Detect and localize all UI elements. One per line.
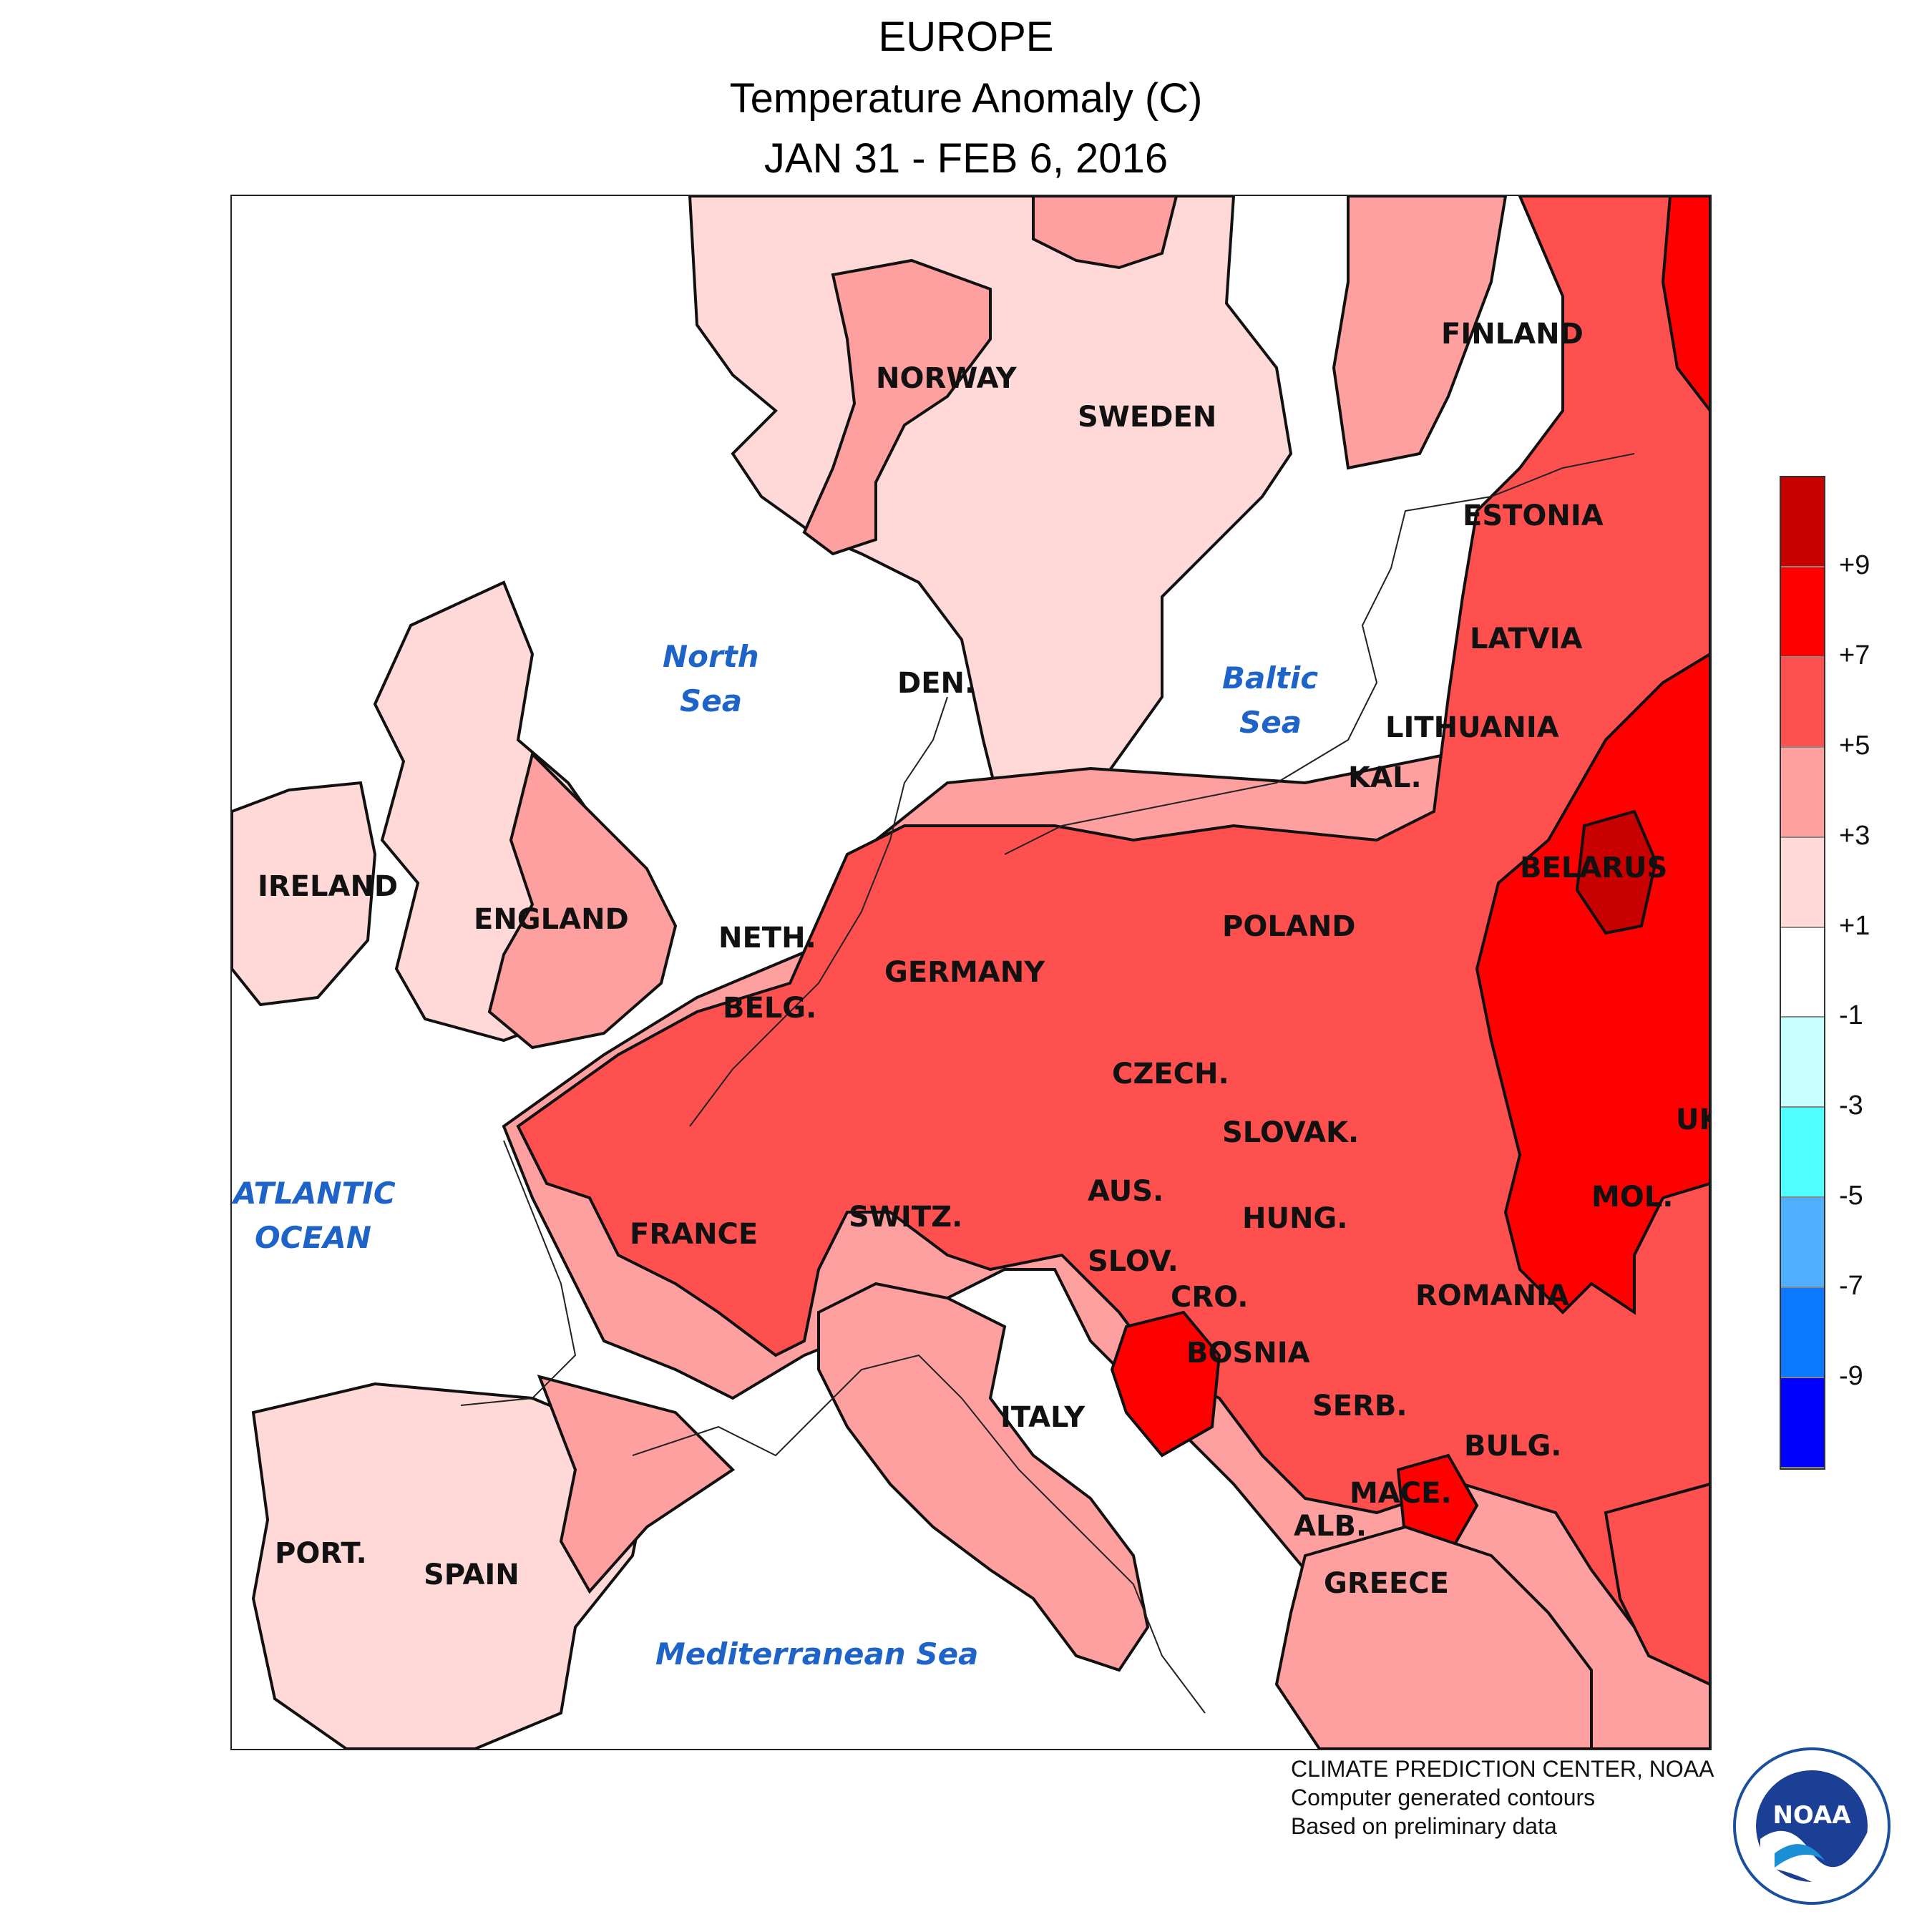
label-austria: AUS. <box>1088 1175 1163 1208</box>
legend-swatch <box>1781 1288 1824 1379</box>
label-norway: NORWAY <box>876 362 1018 395</box>
color-legend <box>1780 476 1825 1470</box>
legend-label: +5 <box>1839 730 1870 761</box>
field-england-warm <box>487 751 678 1050</box>
legend-swatch <box>1781 1108 1824 1199</box>
label-moldova: MOL. <box>1591 1181 1674 1214</box>
legend-label: -3 <box>1839 1091 1863 1121</box>
legend-label: +1 <box>1839 910 1870 941</box>
water-labels: North Sea Baltic Sea ATLANTIC OCEAN Mediter… <box>232 639 1318 1672</box>
map-title-variable: Temperature Anomaly (C) <box>729 75 1203 122</box>
label-slovakia: SLOVAK. <box>1222 1116 1359 1149</box>
field-belarus-hot <box>1475 652 1710 1315</box>
field-greece <box>1274 1525 1593 1749</box>
label-latvia: LATVIA <box>1470 623 1582 655</box>
label-ireland: IRELAND <box>258 870 398 903</box>
field-croatia-peak <box>1110 1310 1221 1458</box>
label-kaliningrad: KAL. <box>1348 761 1422 794</box>
credit-line-3: Based on preliminary data <box>1291 1813 1557 1839</box>
label-denmark: DEN. <box>897 667 975 700</box>
label-macedonia: MACE. <box>1350 1477 1452 1510</box>
field-east-hot-north <box>1661 196 1710 414</box>
field-norway-coast <box>802 258 992 556</box>
label-poland: POLAND <box>1222 910 1355 943</box>
label-ukraine: UK <box>1676 1103 1710 1136</box>
field-turkey-west <box>1604 1482 1710 1687</box>
label-portugal: PORT. <box>275 1537 367 1570</box>
noaa-logo-text: NOAA <box>1772 1801 1851 1830</box>
coast-baltic <box>1004 453 1635 855</box>
label-mediterranean-sea: Mediterranean Sea <box>655 1636 978 1672</box>
legend-swatch <box>1781 1378 1824 1468</box>
legend-swatch <box>1781 477 1824 567</box>
label-belgium: BELG. <box>723 992 816 1025</box>
anomaly-map: NORWAY SWEDEN FINLAND ESTONIA LATVIA LIT… <box>232 196 1710 1749</box>
label-germany: GERMANY <box>884 956 1045 989</box>
label-france: FRANCE <box>630 1218 758 1251</box>
field-iberia <box>251 1382 649 1749</box>
label-finland: FINLAND <box>1441 318 1584 351</box>
legend-swatch <box>1781 837 1824 928</box>
noaa-seal-icon: NOAA <box>1732 1746 1893 1907</box>
anomaly-shading <box>232 196 1710 1749</box>
field-finland <box>1332 196 1508 470</box>
coast-atlantic <box>460 1140 577 1406</box>
legend-swatch <box>1781 927 1824 1018</box>
label-czech: CZECH. <box>1112 1058 1229 1091</box>
map-title-period: JAN 31 - FEB 6, 2016 <box>763 135 1169 182</box>
legend-swatch <box>1781 747 1824 838</box>
credits: CLIMATE PREDICTION CENTER, NOAA Computer… <box>1291 1755 1714 1840</box>
label-croatia: CRO. <box>1171 1281 1248 1314</box>
field-iberia-east <box>537 1375 736 1594</box>
country-labels: NORWAY SWEDEN FINLAND ESTONIA LATVIA LIT… <box>258 318 1710 1600</box>
label-lithuania: LITHUANIA <box>1385 711 1559 744</box>
label-england: ENGLAND <box>474 903 629 936</box>
legend-label: +7 <box>1839 640 1870 670</box>
legend-label: +3 <box>1839 820 1870 851</box>
label-sweden: SWEDEN <box>1078 401 1216 434</box>
label-slovenia: SLOV. <box>1088 1245 1179 1278</box>
field-italy <box>817 1282 1150 1672</box>
label-north-sea-1: North Sea <box>663 639 759 718</box>
coast-north-sea <box>689 696 948 1127</box>
legend-label: -1 <box>1839 1000 1863 1031</box>
label-bulgaria: BULG. <box>1464 1430 1561 1463</box>
legend-swatch <box>1781 567 1824 658</box>
coastlines <box>460 453 1635 1714</box>
map-title-region: EUROPE <box>878 14 1054 60</box>
coast-mediterranean <box>632 1354 1206 1714</box>
legend-swatch <box>1781 1018 1824 1108</box>
legend-swatch <box>1781 657 1824 748</box>
field-sweden-north <box>1032 196 1179 270</box>
label-serbia: SERB. <box>1312 1390 1407 1423</box>
credit-line-1: CLIMATE PREDICTION CENTER, NOAA <box>1291 1756 1714 1782</box>
label-romania: ROMANIA <box>1415 1279 1569 1312</box>
credit-line-2: Computer generated contours <box>1291 1785 1596 1810</box>
label-baltic-sea: Baltic Sea <box>1222 660 1318 740</box>
label-hungary: HUNG. <box>1242 1202 1347 1235</box>
label-italy: ITALY <box>1000 1401 1085 1434</box>
label-netherlands: NETH. <box>718 922 816 955</box>
legend-label: -5 <box>1839 1181 1863 1211</box>
field-ireland <box>232 781 377 1007</box>
field-warm-core <box>516 196 1710 1687</box>
map-frame: NORWAY SWEDEN FINLAND ESTONIA LATVIA LIT… <box>230 195 1712 1750</box>
label-switzerland: SWITZ. <box>849 1201 962 1234</box>
label-belarus: BELARUS <box>1520 852 1667 884</box>
field-belarus-peak <box>1575 809 1658 935</box>
legend-label: -7 <box>1839 1271 1863 1302</box>
label-bosnia: BOSNIA <box>1186 1337 1310 1370</box>
label-spain: SPAIN <box>424 1558 519 1591</box>
legend-swatch <box>1781 1198 1824 1289</box>
label-albania: ALB. <box>1294 1510 1367 1543</box>
legend-label: +9 <box>1839 550 1870 580</box>
label-atlantic-ocean: ATLANTIC OCEAN <box>232 1176 396 1255</box>
label-estonia: ESTONIA <box>1463 499 1604 532</box>
legend-label: -9 <box>1839 1361 1863 1392</box>
label-greece: GREECE <box>1324 1567 1449 1600</box>
